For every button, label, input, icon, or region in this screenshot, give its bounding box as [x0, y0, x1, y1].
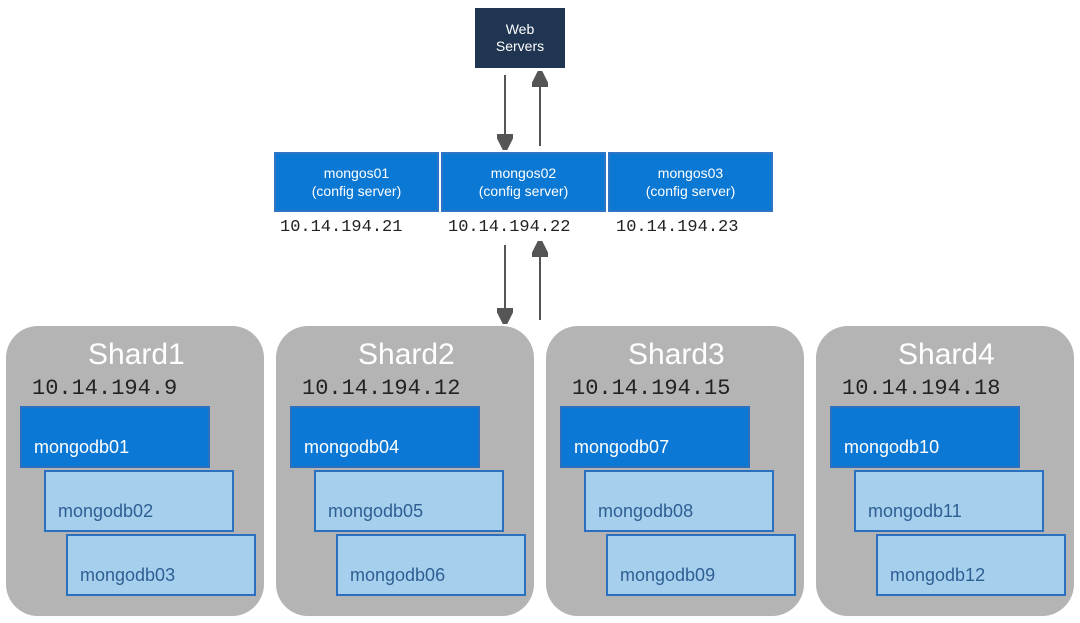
shard-ip: 10.14.194.15 — [572, 376, 730, 401]
shard-ip: 10.14.194.12 — [302, 376, 460, 401]
shard-4: Shard4 10.14.194.18 mongodb10 mongodb11 … — [816, 326, 1074, 616]
shard-title: Shard3 — [628, 338, 725, 372]
mongos-name: mongos01 — [324, 164, 389, 182]
replica-secondary: mongodb09 — [606, 534, 796, 596]
web-line2: Servers — [496, 38, 544, 54]
replica-secondary: mongodb02 — [44, 470, 234, 532]
shards-row: Shard1 10.14.194.9 mongodb01 mongodb02 m… — [6, 326, 1074, 616]
mongos-node-2: mongos02 (config server) — [441, 152, 606, 212]
mongos-ip-3: 10.14.194.23 — [616, 218, 784, 237]
mongos-node-3: mongos03 (config server) — [608, 152, 773, 212]
replica-primary: mongodb07 — [560, 406, 750, 468]
shard-title: Shard1 — [88, 338, 185, 372]
replica-secondary: mongodb12 — [876, 534, 1066, 596]
replica-primary: mongodb01 — [20, 406, 210, 468]
replica-primary: mongodb04 — [290, 406, 480, 468]
replica-secondary: mongodb08 — [584, 470, 774, 532]
replica-primary: mongodb10 — [830, 406, 1020, 468]
mongos-subtitle: (config server) — [479, 182, 568, 200]
replica-secondary: mongodb11 — [854, 470, 1044, 532]
mongos-name: mongos02 — [491, 164, 556, 182]
mongos-node-1: mongos01 (config server) — [274, 152, 439, 212]
mongos-ip-row: 10.14.194.21 10.14.194.22 10.14.194.23 — [280, 218, 784, 237]
mongos-ip-2: 10.14.194.22 — [448, 218, 616, 237]
shard-ip: 10.14.194.9 — [32, 376, 177, 401]
shard-title: Shard4 — [898, 338, 995, 372]
web-servers-label: Web Servers — [496, 21, 544, 55]
shard-3: Shard3 10.14.194.15 mongodb07 mongodb08 … — [546, 326, 804, 616]
mongos-subtitle: (config server) — [312, 182, 401, 200]
replica-secondary: mongodb05 — [314, 470, 504, 532]
mongos-ip-1: 10.14.194.21 — [280, 218, 448, 237]
shard-2: Shard2 10.14.194.12 mongodb04 mongodb05 … — [276, 326, 534, 616]
shard-1: Shard1 10.14.194.9 mongodb01 mongodb02 m… — [6, 326, 264, 616]
shard-title: Shard2 — [358, 338, 455, 372]
web-servers-node: Web Servers — [475, 8, 565, 68]
replica-secondary: mongodb06 — [336, 534, 526, 596]
shard-ip: 10.14.194.18 — [842, 376, 1000, 401]
web-line1: Web — [506, 21, 535, 37]
replica-secondary: mongodb03 — [66, 534, 256, 596]
mongos-row: mongos01 (config server) mongos02 (confi… — [274, 152, 773, 212]
mongos-name: mongos03 — [658, 164, 723, 182]
mongos-subtitle: (config server) — [646, 182, 735, 200]
